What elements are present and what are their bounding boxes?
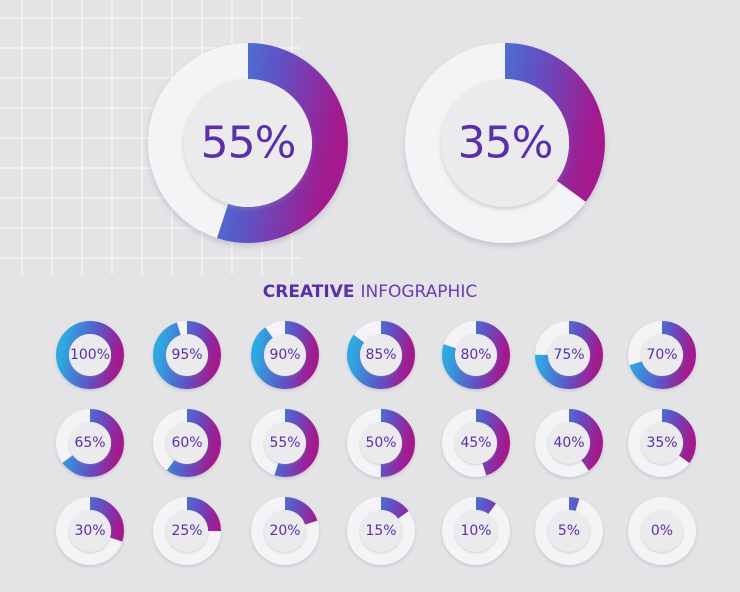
percent-label: 55% <box>269 435 301 451</box>
percent-label: 100% <box>69 347 111 363</box>
ring-center <box>264 334 306 376</box>
ring-center <box>441 79 569 207</box>
ring-center <box>166 334 208 376</box>
progress-ring <box>628 321 696 389</box>
progress-arc <box>153 409 221 477</box>
ring-center <box>264 510 306 552</box>
large-percent-label: 35% <box>457 117 554 169</box>
percent-label: 70% <box>646 347 678 363</box>
progress-ring <box>628 409 696 477</box>
percent-label: 95% <box>171 347 203 363</box>
ring-center <box>360 510 402 552</box>
progress-ring <box>251 497 319 565</box>
progress-ring <box>347 321 415 389</box>
progress-ring <box>153 321 221 389</box>
progress-ring <box>56 409 124 477</box>
ring-center <box>69 422 111 464</box>
progress-arc <box>148 43 348 243</box>
ring-center <box>641 510 683 552</box>
percent-label: 85% <box>365 347 397 363</box>
progress-ring <box>535 409 603 477</box>
progress-ring <box>347 409 415 477</box>
progress-ring <box>535 497 603 565</box>
progress-arc <box>153 321 221 389</box>
ring-center <box>184 79 312 207</box>
ring-center <box>69 334 111 376</box>
progress-arc <box>628 409 696 477</box>
progress-ring <box>442 321 510 389</box>
percent-label: 90% <box>269 347 301 363</box>
progress-arc <box>251 497 319 565</box>
progress-arc <box>628 321 696 389</box>
progress-ring <box>153 497 221 565</box>
percent-label: 25% <box>171 523 203 539</box>
ring-center <box>641 334 683 376</box>
ring-center <box>548 510 590 552</box>
progress-arc <box>535 409 603 477</box>
progress-arc <box>347 409 415 477</box>
ring-center <box>166 510 208 552</box>
progress-ring <box>251 409 319 477</box>
progress-ring <box>347 497 415 565</box>
heading-strong: CREATIVE <box>262 282 355 302</box>
progress-arc <box>251 321 319 389</box>
ring-center <box>455 334 497 376</box>
progress-arc <box>251 409 319 477</box>
ring-center <box>455 510 497 552</box>
percent-label: 15% <box>365 523 397 539</box>
percent-label: 10% <box>460 523 492 539</box>
progress-arc <box>56 321 124 389</box>
progress-arc <box>442 321 510 389</box>
progress-ring <box>251 321 319 389</box>
percent-label: 20% <box>269 523 301 539</box>
heading-light: INFOGRAPHIC <box>360 282 478 302</box>
percent-label: 65% <box>74 435 106 451</box>
ring-center <box>455 422 497 464</box>
progress-ring <box>56 321 124 389</box>
ring-center <box>548 422 590 464</box>
progress-arc <box>56 497 124 565</box>
progress-arc <box>347 321 415 389</box>
progress-ring <box>56 497 124 565</box>
progress-ring <box>442 497 510 565</box>
progress-arc <box>442 497 510 565</box>
percent-label: 75% <box>553 347 585 363</box>
ring-center <box>69 510 111 552</box>
large-progress-ring <box>405 43 605 243</box>
progress-ring <box>535 321 603 389</box>
percent-label: 30% <box>74 523 106 539</box>
progress-arc <box>153 497 221 565</box>
progress-arc <box>405 43 605 243</box>
percent-label: 80% <box>460 347 492 363</box>
progress-ring <box>442 409 510 477</box>
large-progress-ring <box>148 43 348 243</box>
ring-center <box>264 422 306 464</box>
percent-label: 40% <box>553 435 585 451</box>
progress-ring <box>628 497 696 565</box>
progress-arc <box>347 497 415 565</box>
progress-arc <box>535 497 603 565</box>
ring-center <box>548 334 590 376</box>
ring-center <box>166 422 208 464</box>
ring-center <box>641 422 683 464</box>
ring-center <box>360 422 402 464</box>
progress-ring <box>153 409 221 477</box>
percent-label: 5% <box>557 523 581 539</box>
percent-label: 50% <box>365 435 397 451</box>
ring-center <box>360 334 402 376</box>
percent-label: 0% <box>650 523 674 539</box>
progress-arc <box>442 409 510 477</box>
infographic-heading: CREATIVE INFOGRAPHIC <box>263 282 477 302</box>
percent-label: 45% <box>460 435 492 451</box>
percent-label: 60% <box>171 435 203 451</box>
progress-arc <box>56 409 124 477</box>
progress-arc <box>535 321 603 389</box>
percent-label: 35% <box>646 435 678 451</box>
large-percent-label: 55% <box>200 117 297 169</box>
